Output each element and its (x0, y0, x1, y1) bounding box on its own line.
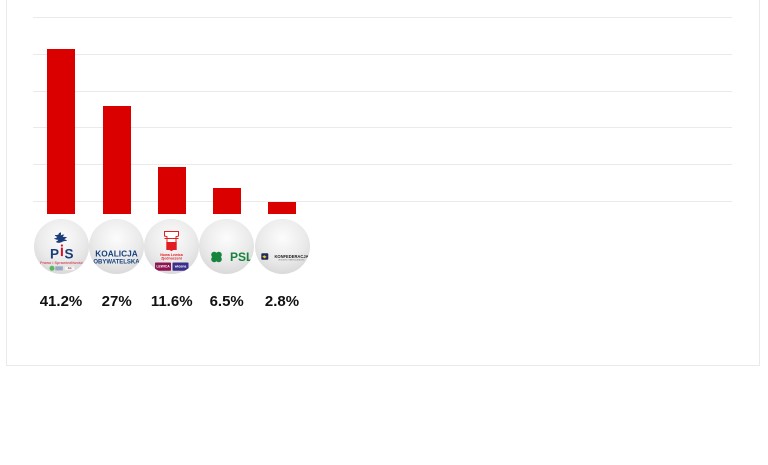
svg-text:LEWICA: LEWICA (157, 265, 171, 269)
svg-text:Zjednoczeni: Zjednoczeni (161, 257, 182, 261)
svg-text:WOLNOŚĆ I NIEPODLEGŁOŚĆ: WOLNOŚĆ I NIEPODLEGŁOŚĆ (278, 259, 305, 262)
svg-text:PSL: PSL (230, 250, 253, 264)
svg-text:KONFEDERACJA: KONFEDERACJA (274, 254, 308, 259)
svg-text:OBYWATELSKA: OBYWATELSKA (94, 260, 141, 266)
svg-text:Prawo i Sprawiedliwość: Prawo i Sprawiedliwość (39, 261, 82, 265)
svg-text:An: An (67, 266, 71, 270)
svg-text:wiosna: wiosna (174, 265, 187, 269)
svg-text:P: P (49, 247, 58, 262)
svg-text:KOALICJA: KOALICJA (95, 249, 137, 259)
svg-text:S: S (64, 247, 73, 262)
